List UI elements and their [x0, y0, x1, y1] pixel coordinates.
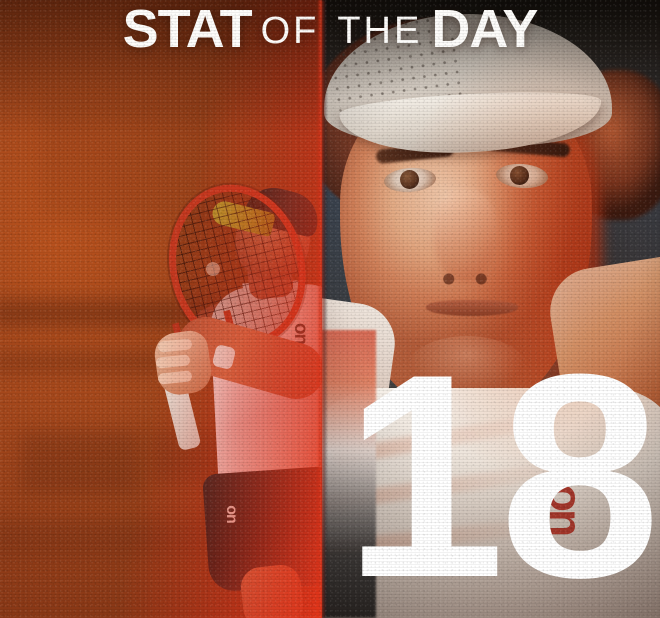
title-word-of: OF: [260, 10, 320, 52]
right-vignette: [322, 0, 660, 618]
right-panel-portrait: [322, 0, 660, 618]
page-title: STAT OF THE DAY: [0, 0, 660, 60]
left-top-shade: [0, 0, 322, 618]
title-word-day: DAY: [431, 0, 538, 59]
title-word-the: THE: [337, 10, 423, 52]
panel-divider: [319, 0, 326, 618]
stat-value: 18: [344, 314, 660, 618]
left-panel-action-shot: on on: [0, 0, 322, 618]
title-word-stat: STAT: [122, 0, 253, 59]
